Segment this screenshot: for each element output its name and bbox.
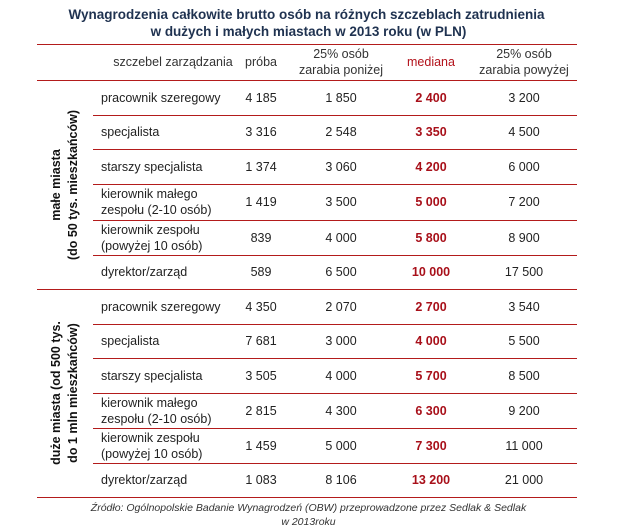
cell-level: dyrektor/zarząd — [101, 473, 188, 487]
cell-p75: 9 200 — [508, 403, 540, 418]
header-p75-line2: zarabia powyżej — [479, 63, 569, 77]
cell-median: 5 700 — [415, 368, 447, 383]
header-rule — [37, 80, 577, 81]
cell-sample: 1 374 — [245, 159, 277, 174]
cell-p25: 2 070 — [325, 299, 357, 314]
cell-sample: 1 419 — [245, 195, 277, 209]
cell-p75: 4 500 — [508, 125, 540, 139]
cell-p75: 8 900 — [508, 230, 540, 245]
cell-median: 3 350 — [415, 125, 447, 139]
cell-p25: 3 500 — [325, 195, 357, 209]
cell-median: 7 300 — [415, 438, 447, 453]
group-label-line-1: małe miasta — [49, 148, 63, 221]
header-level: szczebel zarządzania — [113, 55, 233, 69]
cell-median: 5 800 — [415, 230, 447, 245]
row-rule — [93, 428, 577, 429]
cell-sample: 1 459 — [245, 438, 277, 453]
source-note: Źródło: Ogólnopolskie Badanie Wynagrodze… — [0, 501, 617, 529]
cell-level: kierownik zespołu (powyżej 10 osób) — [101, 430, 203, 461]
cell-level: dyrektor/zarząd — [101, 265, 188, 279]
cell-p75: 8 500 — [508, 368, 540, 383]
cell-median: 2 700 — [415, 299, 447, 314]
cell-level: kierownik małego zespołu (2-10 osób) — [101, 187, 212, 217]
header-p25-line1: 25% osób — [313, 47, 369, 61]
title-line-1: Wynagrodzenia całkowite brutto osób na r… — [68, 7, 545, 22]
cell-p75: 3 540 — [508, 299, 540, 314]
source-line-1: Źródło: Ogólnopolskie Badanie Wynagrodze… — [90, 502, 527, 514]
header-p25: 25% osób zarabia poniżej — [285, 44, 397, 80]
group-label-line-2: do 1 mln mieszkańców) — [66, 323, 80, 463]
cell-p75: 6 000 — [508, 159, 540, 174]
cell-median: 4 200 — [415, 159, 447, 174]
cell-level: kierownik zespołu (powyżej 10 osób) — [101, 222, 203, 253]
cell-p25: 4 000 — [325, 230, 357, 245]
row-rule — [93, 220, 577, 221]
group-label-line-2: (do 50 tys. mieszkańców) — [66, 109, 80, 260]
row-rule — [93, 255, 577, 256]
row-rule — [93, 184, 577, 185]
cell-sample: 4 350 — [245, 299, 277, 314]
source-line-2: w 2013roku — [281, 516, 336, 528]
header-p75: 25% osób zarabia powyżej — [468, 44, 580, 80]
table-title: Wynagrodzenia całkowite brutto osób na r… — [0, 6, 617, 40]
cell-p25: 4 300 — [325, 403, 357, 418]
cell-sample: 589 — [250, 265, 272, 279]
row-rule — [93, 115, 577, 116]
cell-p75: 5 500 — [508, 334, 540, 348]
cell-p75: 3 200 — [508, 90, 540, 105]
title-line-2: w dużych i małych miastach w 2013 roku (… — [150, 24, 467, 39]
cell-level: pracownik szeregowy — [101, 90, 221, 105]
cell-p75: 21 000 — [504, 473, 544, 487]
group-label-text: małe miasta (do 50 tys. mieszkańców) — [48, 109, 82, 259]
cell-p25: 3 000 — [325, 334, 357, 348]
cell-level: starszy specjalista — [101, 159, 203, 174]
cell-sample: 4 185 — [245, 90, 277, 105]
cell-p25: 8 106 — [325, 473, 357, 487]
header-p25-line2: zarabia poniżej — [298, 63, 384, 77]
header-median: mediana — [407, 55, 455, 69]
group-label-line-1: duże miasta (od 500 tys. — [49, 321, 63, 465]
header-sample: próba — [245, 55, 277, 69]
cell-p75: 7 200 — [508, 195, 540, 209]
cell-median: 10 000 — [411, 265, 451, 279]
cell-median: 5 000 — [415, 195, 447, 209]
cell-level: kierownik małego zespołu (2-10 osób) — [101, 395, 212, 426]
cell-level: starszy specjalista — [101, 368, 203, 383]
row-rule — [93, 463, 577, 464]
row-rule — [37, 289, 577, 290]
cell-level: specjalista — [101, 125, 160, 139]
row-rule — [93, 149, 577, 150]
cell-median: 4 000 — [415, 334, 447, 348]
group-label-text: duże miasta (od 500 tys. do 1 mln mieszka… — [48, 321, 82, 465]
cell-level: specjalista — [101, 334, 160, 348]
cell-p25: 2 548 — [325, 125, 357, 139]
cell-level: pracownik szeregowy — [101, 299, 221, 314]
cell-median: 6 300 — [415, 403, 447, 418]
top-rule — [37, 44, 577, 45]
header-p75-line1: 25% osób — [496, 47, 552, 61]
cell-sample: 3 505 — [245, 368, 277, 383]
cell-sample: 7 681 — [245, 334, 277, 348]
cell-p75: 11 000 — [505, 438, 543, 453]
group-label: duże miasta (od 500 tys. do 1 mln mieszka… — [37, 289, 93, 497]
cell-median: 13 200 — [411, 473, 451, 487]
cell-p25: 5 000 — [325, 438, 357, 453]
cell-p25: 4 000 — [325, 368, 357, 383]
cell-sample: 2 815 — [245, 403, 277, 418]
cell-sample: 1 083 — [245, 473, 277, 487]
cell-sample: 839 — [250, 230, 272, 245]
cell-p25: 1 850 — [325, 90, 357, 105]
row-rule — [93, 393, 577, 394]
cell-p25: 3 060 — [325, 159, 357, 174]
row-rule — [37, 497, 577, 498]
row-rule — [93, 358, 577, 359]
cell-sample: 3 316 — [245, 125, 277, 139]
cell-p25: 6 500 — [325, 265, 357, 279]
row-rule — [93, 324, 577, 325]
group-label: małe miasta (do 50 tys. mieszkańców) — [37, 80, 93, 289]
cell-median: 2 400 — [415, 90, 447, 105]
cell-p75: 17 500 — [504, 265, 544, 279]
